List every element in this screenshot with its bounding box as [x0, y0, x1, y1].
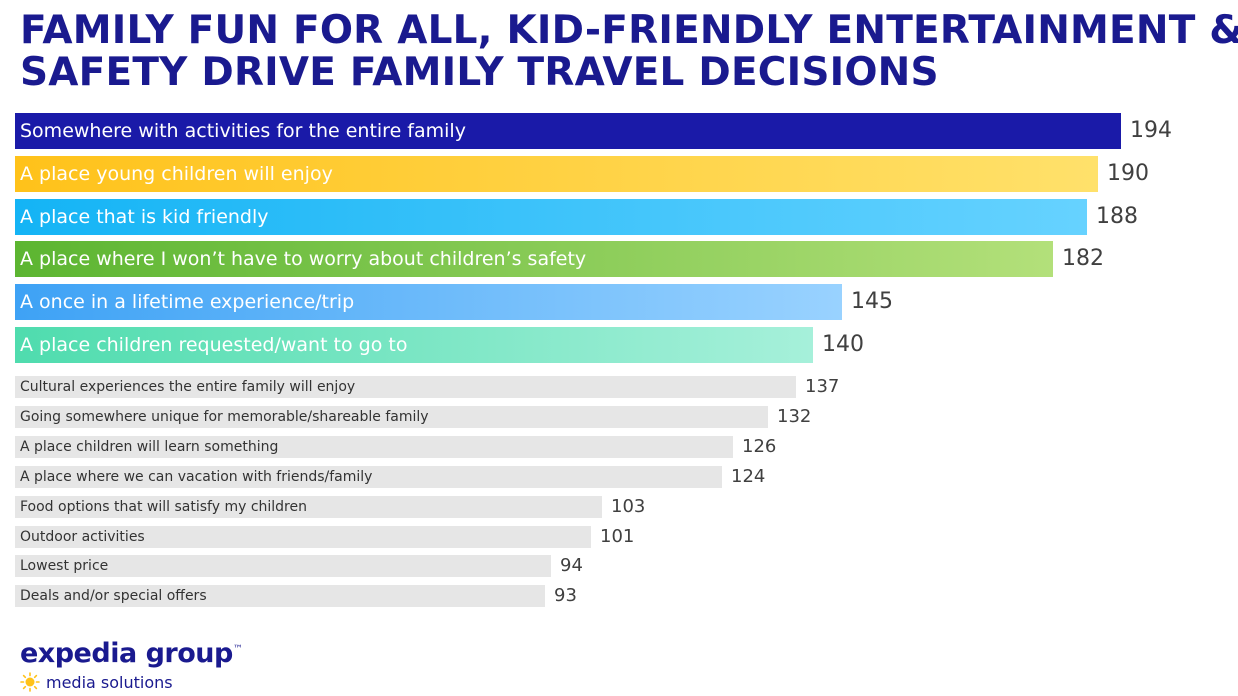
bar-label-9: A place children will learn something [20, 439, 279, 455]
chart-title-line-2: SAFETY DRIVE FAMILY TRAVEL DECISIONS [20, 50, 939, 95]
bar-2 [15, 156, 1098, 192]
bar-5 [15, 284, 842, 320]
bar-9 [15, 436, 733, 458]
bar-10 [15, 466, 722, 488]
bar-value-2: 190 [1107, 161, 1149, 186]
expedia-group-logo: expedia group™ media solutions [20, 634, 243, 692]
bar-value-13: 94 [560, 555, 583, 576]
bar-value-12: 101 [600, 526, 635, 547]
bar-value-7: 137 [805, 376, 840, 397]
bar-label-4: A place where I won’t have to worry abou… [20, 248, 587, 270]
logo-subtitle: media solutions [46, 672, 173, 692]
bar-label-7: Cultural experiences the entire family w… [20, 379, 356, 395]
bar-value-8: 132 [777, 406, 812, 427]
bar-value-11: 103 [611, 496, 646, 517]
bar-11 [15, 496, 602, 518]
bar-label-1: Somewhere with activities for the entire… [20, 120, 466, 142]
bar-6 [15, 327, 813, 363]
chart-title: FAMILY FUN FOR ALL, KID-FRIENDLY ENTERTA… [20, 8, 1238, 95]
bar-value-5: 145 [851, 289, 893, 314]
bar-value-10: 124 [731, 466, 766, 487]
lightbulb-icon [20, 672, 40, 692]
bar-value-6: 140 [822, 332, 864, 357]
bar-label-3: A place that is kid friendly [20, 206, 269, 228]
bar-value-14: 93 [554, 585, 577, 606]
bar-value-3: 188 [1096, 204, 1138, 229]
chart-title-line-1: FAMILY FUN FOR ALL, KID-FRIENDLY ENTERTA… [20, 8, 1238, 53]
bar-label-2: A place young children will enjoy [20, 163, 333, 185]
bar-value-1: 194 [1130, 118, 1172, 143]
bar-label-14: Deals and/or special offers [20, 588, 207, 604]
logo-trademark: ™ [232, 644, 243, 655]
bar-1 [15, 113, 1121, 149]
bar-label-13: Lowest price [20, 558, 109, 574]
bar-label-6: A place children requested/want to go to [20, 334, 408, 356]
bar-14 [15, 585, 545, 607]
bar-label-12: Outdoor activities [20, 529, 145, 545]
logo-wordmark-text: expedia group [20, 638, 233, 669]
bar-3 [15, 199, 1087, 235]
bar-12 [15, 526, 591, 548]
bar-8 [15, 406, 768, 428]
bar-4 [15, 241, 1053, 277]
bar-label-11: Food options that will satisfy my childr… [20, 499, 307, 515]
bar-label-10: A place where we can vacation with frien… [20, 469, 373, 485]
bar-value-9: 126 [742, 436, 777, 457]
logo-wordmark: expedia group™ [20, 634, 243, 670]
bar-value-4: 182 [1062, 246, 1104, 271]
bar-label-8: Going somewhere unique for memorable/sha… [20, 409, 429, 425]
bar-13 [15, 555, 551, 577]
bar-label-5: A once in a lifetime experience/trip [20, 291, 355, 313]
bar-7 [15, 376, 796, 398]
